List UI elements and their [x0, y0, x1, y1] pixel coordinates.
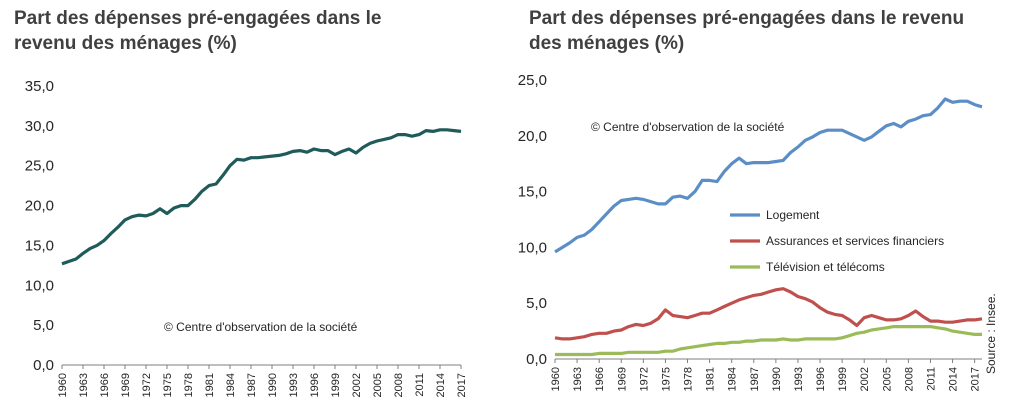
left-chart-x-tick-label: 2017: [456, 373, 468, 397]
left-chart-x-tick-label: 1993: [288, 373, 300, 397]
right-chart-title: Part des dépenses pré-engagées dans le r…: [529, 8, 965, 54]
right-chart-x-tick-label: 2014: [948, 367, 960, 391]
legend-item-television-label: Télévision et télécoms: [766, 260, 885, 274]
right-chart-x-tick-label: 2002: [859, 367, 871, 391]
source-label: Source : Insee.: [984, 293, 998, 374]
right-chart-series-television: [555, 325, 982, 357]
left-chart-x-tick-label: 1981: [204, 373, 216, 397]
right-chart-y-tick-label: 20,0: [518, 128, 547, 145]
left-chart-y-tick-label: 20,0: [25, 198, 54, 215]
left-chart: 0,0 5,0 10,0 15,0 20,0 25,0 30,0 35,0 1960 1963 19…: [25, 78, 468, 397]
right-chart-x-tick-label: 1990: [771, 367, 783, 391]
right-chart-x-tick-label: 1996: [815, 367, 827, 391]
right-chart-x-tick-label: 1960: [550, 367, 562, 391]
left-chart-x-tick-label: 1996: [309, 373, 321, 397]
right-chart-y-tick-label: 25,0: [518, 72, 547, 89]
left-chart-y-tick-label: 10,0: [25, 277, 54, 294]
left-chart-y-tick-label: 25,0: [25, 158, 54, 175]
right-chart-x-tick-label: 1966: [594, 367, 606, 391]
right-chart-x-tick-label: 1999: [837, 367, 849, 391]
right-chart-y-tick-label: 0,0: [526, 351, 547, 368]
left-chart-x-tick-label: 2011: [414, 373, 426, 397]
legend-item-logement-label: Logement: [766, 208, 820, 222]
left-chart-x-tick-label: 1975: [162, 373, 174, 397]
right-chart-y-tick-label: 10,0: [518, 239, 547, 256]
left-chart-x-tick-label: 2014: [435, 373, 447, 397]
left-chart-y-tick-label: 30,0: [25, 118, 54, 135]
left-chart-x-tick-label: 1999: [330, 373, 342, 397]
left-chart-x-tick-label: 1987: [246, 373, 258, 397]
right-chart-y-tick-label: 5,0: [526, 295, 547, 312]
left-chart-x-tick-label: 1972: [141, 373, 153, 397]
left-chart-x-tick-label: 1990: [267, 373, 279, 397]
right-chart-series-logement: [554, 97, 983, 254]
left-chart-x-tick-label: 1966: [99, 373, 111, 397]
right-chart-x-tick-label: 2011: [925, 367, 937, 391]
left-chart-x-tick-label: 2002: [351, 373, 363, 397]
left-chart-y-tick-label: 35,0: [25, 78, 54, 95]
left-chart-y-tick-label: 0,0: [33, 357, 54, 374]
left-chart-x-tick-label: 1984: [225, 373, 237, 397]
left-chart-y-tick-label: 5,0: [33, 317, 54, 334]
right-chart: 0,0 5,0 10,0 15,0 20,0 25,0 1960 1963 1966 1969 19…: [518, 72, 983, 391]
left-chart-x-tick-label: 2005: [372, 373, 384, 397]
left-chart-x-tick-label: 1960: [57, 373, 69, 397]
right-chart-x-tick-label: 1993: [793, 367, 805, 391]
right-chart-x-tick-label: 1984: [727, 367, 739, 391]
left-chart-watermark: © Centre d'observation de la société: [164, 320, 358, 334]
right-chart-series-assurances: [554, 287, 983, 341]
right-chart-x-tick-label: 2005: [881, 367, 893, 391]
left-chart-x-tick-label: 2008: [393, 373, 405, 397]
right-chart-x-tick-label: 1981: [705, 367, 717, 391]
right-chart-x-tick-label: 1972: [638, 367, 650, 391]
legend-item-assurances-label: Assurances et services financiers: [766, 234, 944, 248]
right-chart-x-tick-label: 2017: [970, 367, 982, 391]
left-chart-x-tick-label: 1963: [78, 373, 90, 397]
right-chart-x-tick-label: 1963: [572, 367, 584, 391]
right-chart-x-tick-label: 2008: [903, 367, 915, 391]
right-chart-x-tick-label: 1978: [683, 367, 695, 391]
left-chart-series-line: [61, 128, 462, 266]
right-chart-x-tick-label: 1975: [660, 367, 672, 391]
right-chart-watermark: © Centre d'observation de la société: [591, 120, 785, 134]
left-chart-y-tick-label: 15,0: [25, 237, 54, 254]
right-chart-y-tick-label: 15,0: [518, 184, 547, 201]
left-chart-x-tick-label: 1978: [183, 373, 195, 397]
right-chart-x-tick-label: 1969: [616, 367, 628, 391]
right-chart-x-tick-label: 1987: [749, 367, 761, 391]
left-chart-title: Part des dépenses pré-engagées dans le r…: [14, 8, 382, 54]
left-chart-x-tick-label: 1969: [120, 373, 132, 397]
